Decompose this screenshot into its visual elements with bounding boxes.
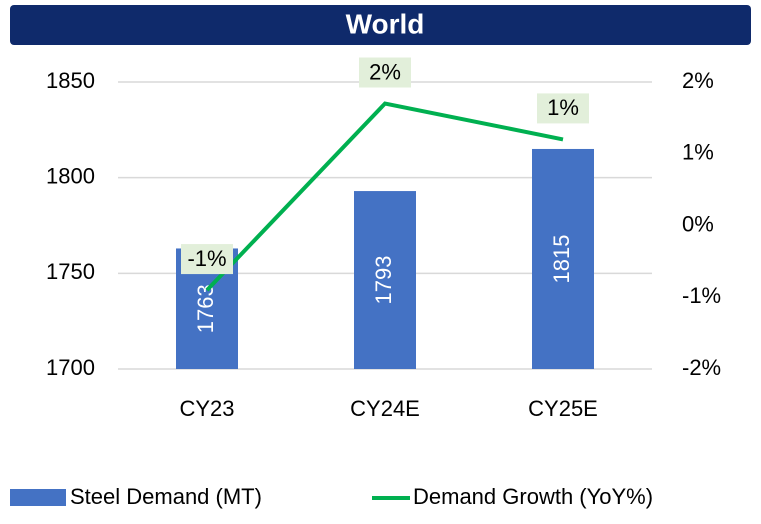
data-label-box xyxy=(537,93,589,124)
bar-value-label: 1793 xyxy=(371,256,396,305)
chart-title: World xyxy=(346,8,425,39)
bar-value-label: 1763 xyxy=(193,284,218,333)
legend-label: Steel Demand (MT) xyxy=(70,484,262,509)
data-label-box xyxy=(181,244,233,275)
x-tick-label: CY24E xyxy=(350,396,420,421)
x-tick-label: CY25E xyxy=(528,396,598,421)
line-value-label: 2% xyxy=(369,59,401,84)
y2-tick-label: 1% xyxy=(682,140,714,165)
y2-tick-label: 2% xyxy=(682,68,714,93)
bar-value-label: 1815 xyxy=(549,235,574,284)
y2-tick-label: -2% xyxy=(682,355,721,380)
data-label-box xyxy=(359,57,411,88)
bar xyxy=(354,191,416,369)
line-value-label: -1% xyxy=(187,246,226,271)
y2-tick-label: 0% xyxy=(682,211,714,236)
legend-swatch xyxy=(10,489,66,506)
y-tick-label: 1700 xyxy=(46,355,95,380)
y2-tick-label: -1% xyxy=(682,283,721,308)
y-tick-label: 1750 xyxy=(46,259,95,284)
line-series xyxy=(205,101,564,292)
y-tick-label: 1850 xyxy=(46,68,95,93)
bar xyxy=(532,148,594,369)
y-tick-label: 1800 xyxy=(46,163,95,188)
line-value-label: 1% xyxy=(547,95,579,120)
title-banner xyxy=(10,5,751,45)
legend-label: Demand Growth (YoY%) xyxy=(413,484,653,509)
x-tick-label: CY23 xyxy=(179,396,234,421)
